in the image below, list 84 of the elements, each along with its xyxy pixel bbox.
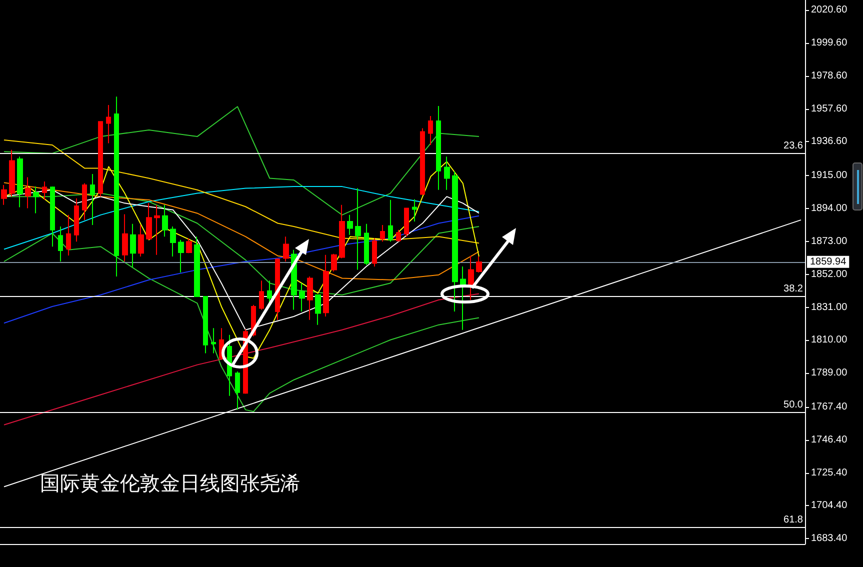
candlestick xyxy=(98,121,103,198)
y-tick-label: 1767.40 xyxy=(811,401,848,412)
line-series xyxy=(4,186,480,250)
y-tick-label: 1936.60 xyxy=(811,136,848,148)
candlestick xyxy=(259,280,264,310)
candlestick xyxy=(420,128,425,196)
candlestick xyxy=(452,171,458,312)
candlestick xyxy=(25,176,31,209)
y-tick-label: 1915.00 xyxy=(811,170,848,182)
annotation: 23.6 xyxy=(784,140,804,152)
candlestick xyxy=(106,104,111,144)
candlestick xyxy=(122,214,128,262)
y-tick-label: 1789.00 xyxy=(811,368,848,379)
annotation: 国际黄金伦敦金日线图张尧浠 xyxy=(40,473,300,495)
candlestick xyxy=(1,184,7,206)
candlestick xyxy=(9,149,15,198)
candlestick xyxy=(82,182,87,220)
candlestick xyxy=(444,156,450,190)
candlestick xyxy=(372,238,377,268)
y-tick-label: 1894.00 xyxy=(811,203,848,214)
y-tick-label: 1810.00 xyxy=(811,334,848,346)
y-tick-label: 1978.60 xyxy=(811,70,848,82)
candlestick xyxy=(211,328,216,354)
candlestick xyxy=(468,255,474,300)
candlestick xyxy=(404,208,409,238)
candlestick xyxy=(66,214,71,256)
y-tick-label: 1704.40 xyxy=(811,500,848,512)
candlestick xyxy=(186,238,192,254)
candlestick xyxy=(50,186,55,248)
candlestick xyxy=(74,198,79,242)
y-tick-label: 1873.00 xyxy=(811,236,848,247)
annotation: 38.2 xyxy=(784,283,804,294)
line-series xyxy=(4,140,480,244)
candlestick xyxy=(323,254,329,318)
line-series xyxy=(4,293,480,426)
candlestick xyxy=(412,198,417,222)
candlestick xyxy=(227,334,232,396)
candlestick xyxy=(17,156,23,208)
line-series xyxy=(4,182,480,280)
candlestick xyxy=(138,224,144,257)
candlestick xyxy=(162,204,168,238)
candlestick xyxy=(90,174,95,226)
candlestick xyxy=(203,296,208,354)
candlestick xyxy=(476,256,482,273)
candlestick xyxy=(178,239,184,273)
candlestick xyxy=(388,199,393,242)
candlestick xyxy=(58,226,63,262)
candlestick xyxy=(331,253,337,272)
candlestick xyxy=(380,224,385,242)
candlestick xyxy=(267,280,272,304)
ref-line-label: 1859.94 xyxy=(810,256,847,268)
y-tick-label: 1957.60 xyxy=(811,103,848,114)
y-tick-label: 1999.60 xyxy=(811,37,848,48)
annotation: 61.8 xyxy=(784,514,804,526)
candlestick xyxy=(114,96,119,278)
candlestick xyxy=(436,105,441,190)
candlestick xyxy=(33,186,39,214)
candlestick xyxy=(299,282,305,312)
candlestick xyxy=(194,236,200,297)
candlestick xyxy=(283,236,289,262)
candlestick xyxy=(146,202,152,240)
y-tick-label: 1725.40 xyxy=(811,467,848,478)
candlestick xyxy=(347,214,353,236)
y-tick-label: 1852.00 xyxy=(811,268,848,280)
candlestick xyxy=(339,204,345,259)
candlestick xyxy=(130,223,136,268)
y-tick-label: 2020.60 xyxy=(811,4,848,16)
y-tick-label: 1831.00 xyxy=(811,302,848,313)
y-tick-label: 1683.40 xyxy=(811,533,848,544)
candlestick xyxy=(307,276,313,320)
candlestick xyxy=(396,229,401,242)
candlestick xyxy=(315,294,321,326)
y-tick-label: 1746.40 xyxy=(811,434,848,446)
candlestick xyxy=(428,116,433,146)
candlestick xyxy=(170,226,176,257)
candlestick xyxy=(355,188,361,270)
candlestick xyxy=(154,204,160,256)
line-series xyxy=(4,215,480,324)
candlestick xyxy=(235,371,240,410)
line-series xyxy=(4,106,480,216)
annotation: 50.0 xyxy=(784,399,804,410)
line-series xyxy=(4,232,480,412)
candlestick xyxy=(364,223,369,266)
candlestick xyxy=(42,181,47,200)
